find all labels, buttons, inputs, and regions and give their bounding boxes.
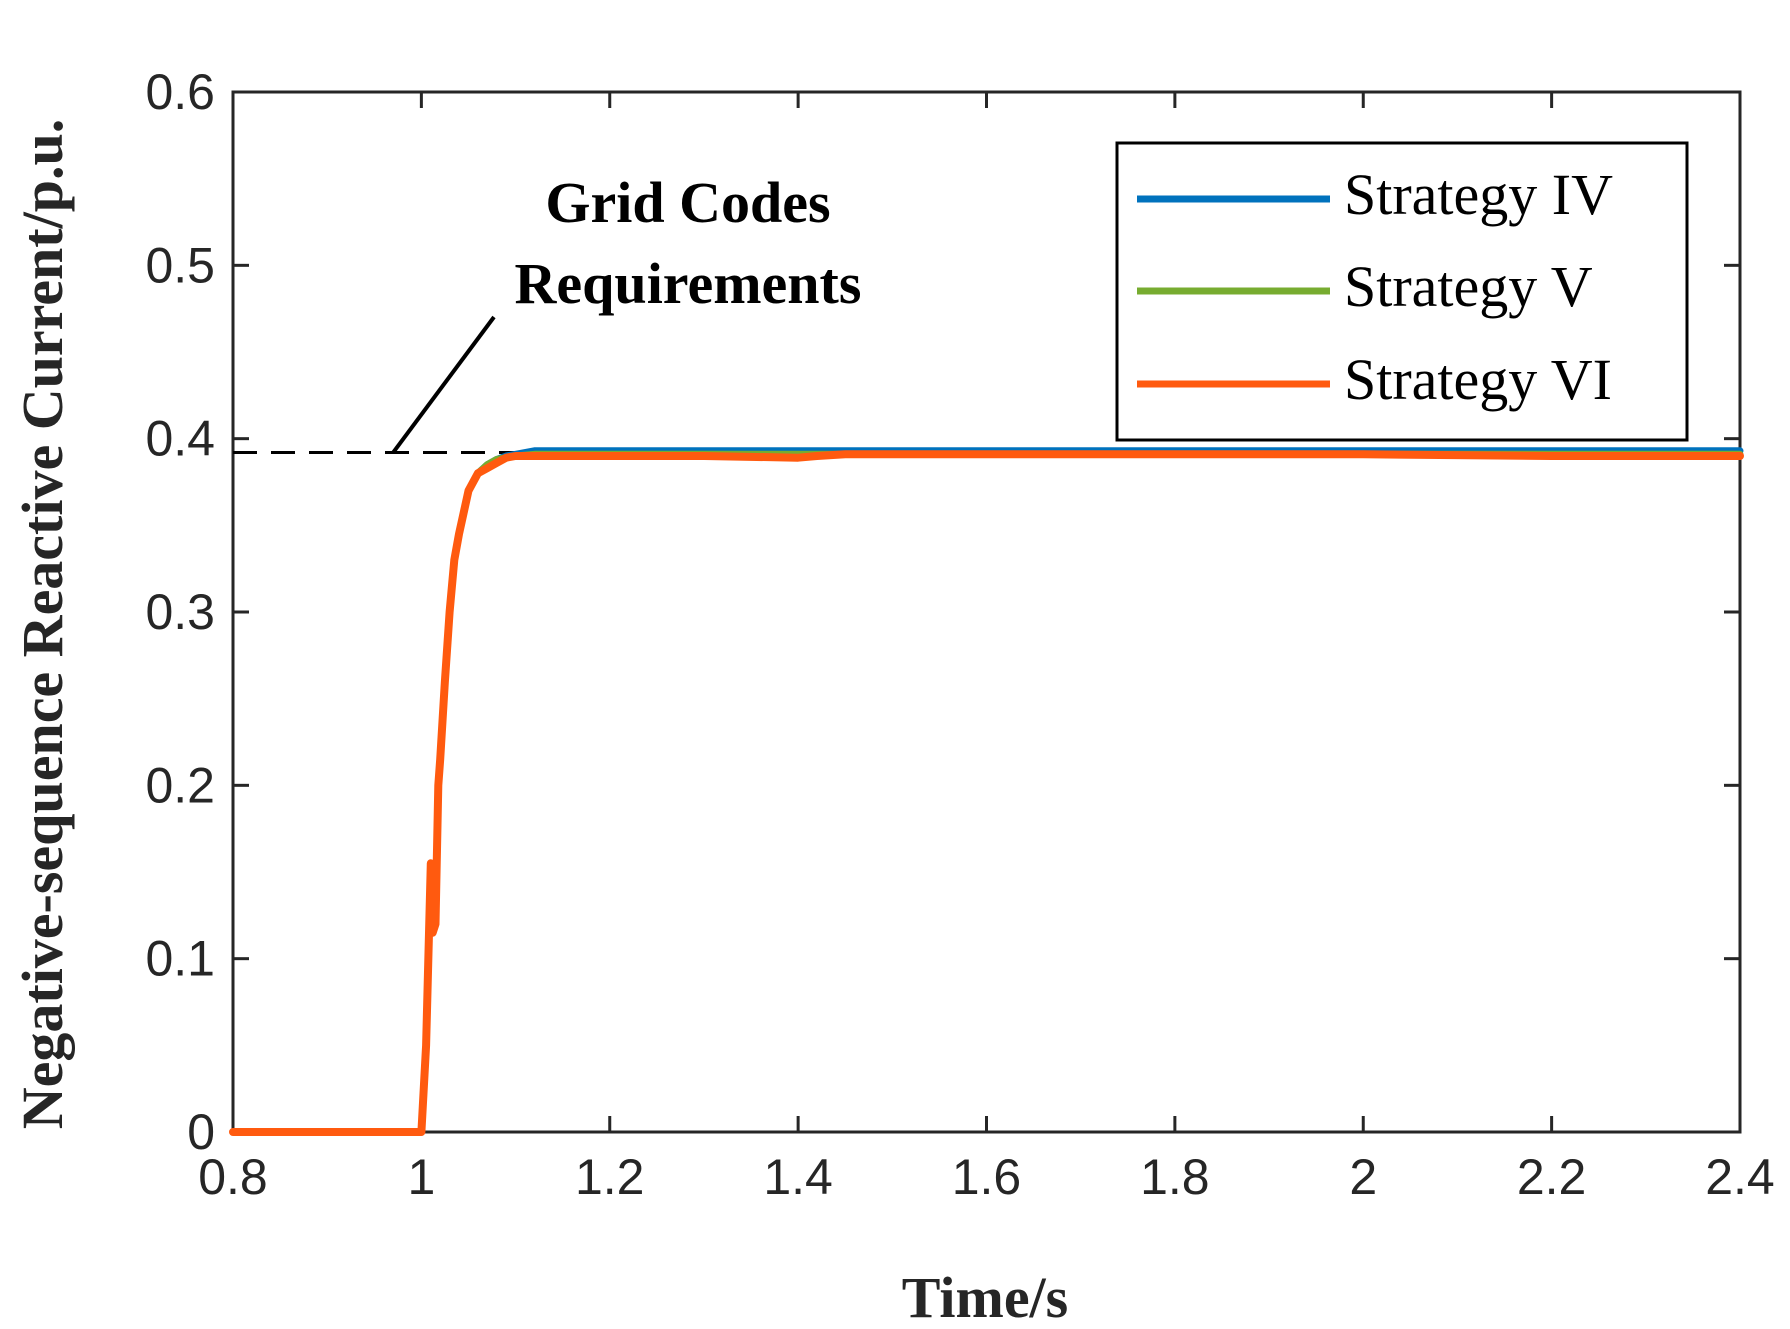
annotation-arrow (391, 315, 496, 454)
legend-label-strategy-vi: Strategy VI (1344, 347, 1612, 412)
annotation-layer: Grid Codes Requirements (391, 170, 862, 454)
annotation-line-1: Grid Codes (545, 170, 830, 235)
ticks-layer: 0.8 1 1.2 1.4 1.6 1.8 2 2.2 2.4 0 0.1 0.2 0.3 0.4 0.5 0… (145, 64, 1774, 1205)
legend-label-strategy-v: Strategy V (1344, 254, 1593, 319)
x-tick-label: 1 (407, 1149, 435, 1205)
annotation-line-2: Requirements (515, 251, 862, 316)
y-tick-label: 0.5 (145, 237, 215, 293)
y-tick-label: 0.4 (145, 411, 215, 467)
x-tick-label: 1.4 (763, 1149, 833, 1205)
y-tick-label: 0.2 (145, 757, 215, 813)
y-tick-label: 0.1 (145, 931, 215, 987)
x-tick-label: 2.4 (1705, 1149, 1775, 1205)
y-tick-label: 0.6 (145, 64, 215, 120)
series-line-strategy-vi (229, 450, 1744, 1136)
x-axis-title: Time/s (902, 1265, 1069, 1329)
x-tick-label: 0.8 (198, 1149, 268, 1205)
y-tick-label: 0.3 (145, 584, 215, 640)
y-axis-title: Negative-sequence Reactive Current/p.u. (10, 119, 75, 1130)
x-tick-label: 1.8 (1140, 1149, 1210, 1205)
legend: Strategy IV Strategy V Strategy VI (1115, 141, 1689, 442)
x-tick-label: 1.6 (952, 1149, 1022, 1205)
x-tick-label: 1.2 (575, 1149, 645, 1205)
y-tick-label: 0 (187, 1104, 215, 1160)
x-tick-label: 2 (1349, 1149, 1377, 1205)
series-layer (229, 447, 1744, 1136)
x-tick-label: 2.2 (1517, 1149, 1587, 1205)
legend-label-strategy-iv: Strategy IV (1344, 162, 1613, 227)
